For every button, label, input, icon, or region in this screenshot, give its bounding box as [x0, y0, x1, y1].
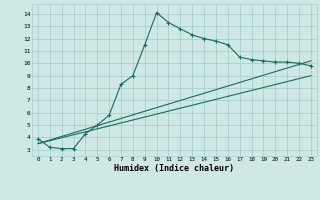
X-axis label: Humidex (Indice chaleur): Humidex (Indice chaleur) [115, 164, 234, 173]
